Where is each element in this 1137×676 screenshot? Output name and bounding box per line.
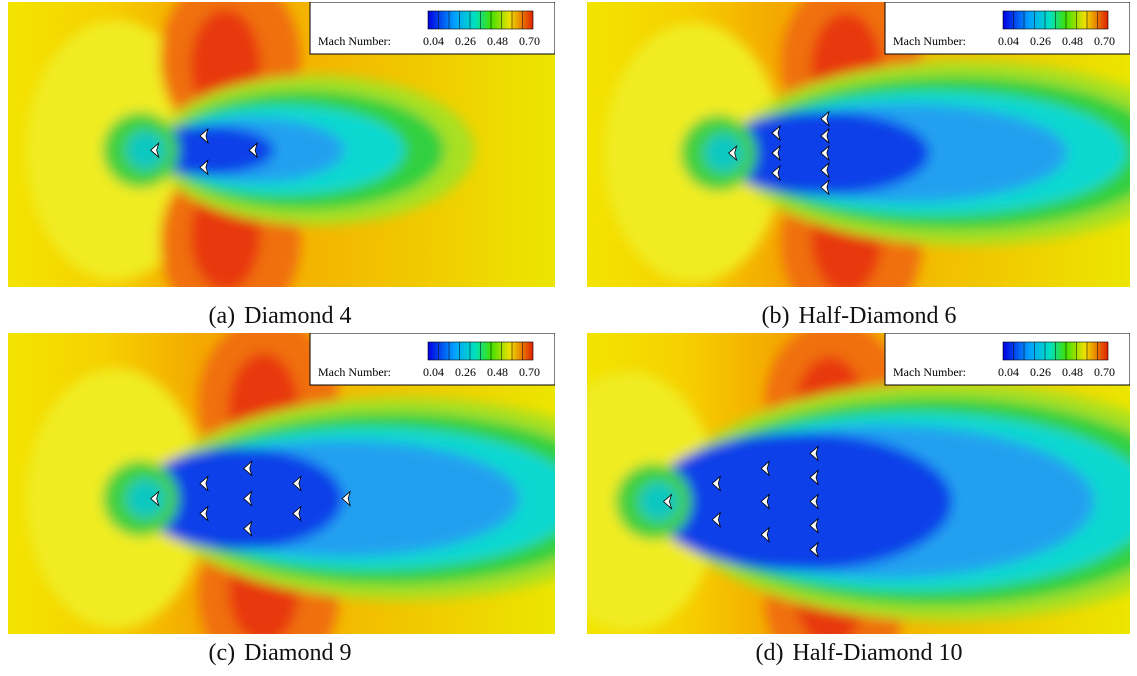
legend-tick: 0.70 [1094, 365, 1115, 379]
legend-tick: 0.04 [998, 34, 1019, 48]
caption: (b) Half-Diamond 6 [579, 303, 1137, 330]
contour-plot: Mach Number: 0.04 0.26 0.48 0.70 [587, 2, 1130, 287]
panel: Mach Number: 0.04 0.26 0.48 0.70 [8, 2, 555, 287]
legend-tick: 0.70 [519, 365, 540, 379]
caption: (c) Diamond 9 [0, 640, 560, 667]
contour [126, 479, 166, 519]
legend-label: Mach Number: [893, 365, 966, 379]
contour-plot: Mach Number: 0.04 0.26 0.48 0.70 [8, 2, 555, 287]
legend: Mach Number: 0.04 0.26 0.48 0.70 [885, 333, 1130, 385]
legend-tick: 0.48 [1062, 34, 1083, 48]
legend-tick: 0.48 [487, 365, 508, 379]
legend-label: Mach Number: [893, 34, 966, 48]
contour [126, 130, 166, 170]
panel: Mach Number: 0.04 0.26 0.48 0.70 [587, 2, 1130, 287]
contour [648, 432, 952, 571]
caption: (d) Half-Diamond 10 [579, 640, 1137, 667]
legend-tick: 0.26 [1030, 34, 1051, 48]
caption-name: Diamond 9 [244, 640, 351, 666]
legend-tick: 0.26 [455, 365, 476, 379]
contour [638, 482, 678, 522]
caption-label: (b) [762, 303, 790, 329]
panel: Mach Number: 0.04 0.26 0.48 0.70 [587, 333, 1130, 634]
legend-tick: 0.26 [1030, 365, 1051, 379]
legend: Mach Number: 0.04 0.26 0.48 0.70 [310, 2, 555, 54]
legend-tick: 0.70 [1094, 34, 1115, 48]
contour [704, 133, 744, 173]
page: Mach Number: 0.04 0.26 0.48 0.70 Mach Number… [0, 0, 1137, 676]
legend-tick: 0.04 [998, 365, 1019, 379]
legend: Mach Number: 0.04 0.26 0.48 0.70 [885, 2, 1130, 54]
caption-label: (a) [209, 303, 236, 329]
legend-tick: 0.48 [487, 34, 508, 48]
panel: Mach Number: 0.04 0.26 0.48 0.70 [8, 333, 555, 634]
caption-name: Diamond 4 [244, 303, 351, 329]
caption-label: (c) [209, 640, 236, 666]
contour-plot: Mach Number: 0.04 0.26 0.48 0.70 [8, 333, 555, 634]
legend-tick: 0.70 [519, 34, 540, 48]
legend-tick: 0.48 [1062, 365, 1083, 379]
legend-tick: 0.26 [455, 34, 476, 48]
caption-label: (d) [756, 640, 784, 666]
caption-name: Half-Diamond 10 [793, 640, 963, 666]
legend-label: Mach Number: [318, 34, 391, 48]
contour-plot: Mach Number: 0.04 0.26 0.48 0.70 [587, 333, 1130, 634]
legend-tick: 0.04 [423, 365, 444, 379]
legend-tick: 0.04 [423, 34, 444, 48]
legend: Mach Number: 0.04 0.26 0.48 0.70 [310, 333, 555, 385]
legend-label: Mach Number: [318, 365, 391, 379]
caption-name: Half-Diamond 6 [799, 303, 957, 329]
caption: (a) Diamond 4 [0, 303, 560, 330]
